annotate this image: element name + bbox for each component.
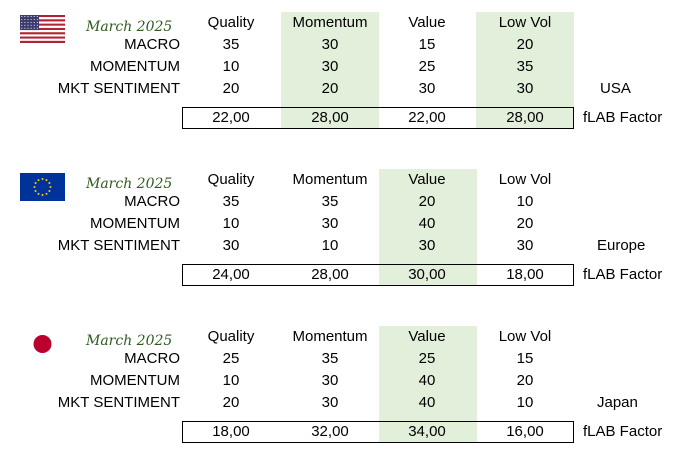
row-label: MOMENTUM	[90, 215, 180, 232]
table-cell: 35	[321, 193, 339, 210]
column-header: Quality	[207, 14, 255, 31]
column-header: Value	[408, 328, 446, 345]
region-label: Europe	[597, 237, 646, 254]
total-cell: 30,00	[408, 266, 446, 283]
total-cell: 18,00	[506, 266, 544, 283]
total-cell: 34,00	[408, 423, 446, 440]
highlight-column-momentum	[281, 12, 379, 129]
table-cell: 30	[516, 80, 534, 97]
highlight-column-low-vol	[476, 12, 574, 129]
total-cell: 22,00	[212, 109, 250, 126]
column-header: Low Vol	[498, 14, 552, 31]
total-label: fLAB Factor	[583, 266, 663, 283]
column-header: Quality	[207, 171, 255, 188]
table-cell: 40	[418, 394, 436, 411]
period-label: March 2025	[86, 176, 173, 192]
eu-flag-icon	[20, 173, 65, 201]
period-label: March 2025	[86, 333, 173, 349]
table-europe: March 2025 Quality Momentum Value Low Vol MAC…	[0, 169, 681, 309]
row-label: MACRO	[124, 36, 180, 53]
table-cell: 15	[516, 350, 534, 367]
table-cell: 20	[222, 80, 240, 97]
column-header: Quality	[207, 328, 255, 345]
table-cell: 10	[222, 215, 240, 232]
table-cell: 30	[222, 237, 240, 254]
total-row-box	[182, 264, 574, 286]
column-header: Momentum	[292, 171, 368, 188]
table-cell: 35	[516, 58, 534, 75]
column-header: Value	[408, 14, 446, 31]
table-cell: 30	[321, 394, 339, 411]
usa-flag-icon	[20, 15, 65, 43]
total-cell: 32,00	[311, 423, 349, 440]
table-cell: 30	[321, 372, 339, 389]
total-cell: 16,00	[506, 423, 544, 440]
japan-flag-icon	[20, 330, 65, 358]
column-header: Momentum	[292, 328, 368, 345]
total-cell: 28,00	[311, 266, 349, 283]
column-header: Momentum	[292, 14, 368, 31]
total-cell: 24,00	[212, 266, 250, 283]
table-cell: 30	[321, 58, 339, 75]
row-label: MACRO	[124, 350, 180, 367]
table-cell: 20	[516, 215, 534, 232]
region-label: USA	[600, 80, 631, 97]
row-label: MKT SENTIMENT	[57, 394, 180, 411]
table-cell: 20	[516, 36, 534, 53]
column-header: Low Vol	[498, 171, 552, 188]
region-label: Japan	[597, 394, 638, 411]
table-cell: 35	[321, 350, 339, 367]
row-label: MKT SENTIMENT	[57, 237, 180, 254]
table-cell: 30	[516, 237, 534, 254]
table-cell: 20	[418, 193, 436, 210]
highlight-column-value	[379, 326, 477, 443]
table-cell: 25	[418, 350, 436, 367]
table-cell: 10	[321, 237, 339, 254]
table-cell: 30	[418, 237, 436, 254]
table-cell: 25	[222, 350, 240, 367]
table-cell: 10	[222, 58, 240, 75]
row-label: MOMENTUM	[90, 58, 180, 75]
table-cell: 40	[418, 215, 436, 232]
table-usa: March 2025 Quality Momentum Value Low Vol MAC…	[0, 12, 681, 152]
total-label: fLAB Factor	[583, 423, 663, 440]
table-cell: 10	[222, 372, 240, 389]
row-label: MACRO	[124, 193, 180, 210]
total-label: fLAB Factor	[583, 109, 663, 126]
table-cell: 35	[222, 193, 240, 210]
table-cell: 20	[222, 394, 240, 411]
table-cell: 35	[222, 36, 240, 53]
total-cell: 28,00	[506, 109, 544, 126]
total-cell: 18,00	[212, 423, 250, 440]
table-cell: 20	[516, 372, 534, 389]
period-label: March 2025	[86, 19, 173, 35]
row-label: MKT SENTIMENT	[57, 80, 180, 97]
column-header: Value	[408, 171, 446, 188]
total-cell: 22,00	[408, 109, 446, 126]
total-row-box	[182, 421, 574, 443]
table-cell: 30	[418, 80, 436, 97]
table-cell: 30	[321, 36, 339, 53]
table-cell: 30	[321, 215, 339, 232]
table-cell: 10	[516, 394, 534, 411]
table-cell: 25	[418, 58, 436, 75]
total-cell: 28,00	[311, 109, 349, 126]
highlight-column-value	[379, 169, 477, 286]
table-cell: 10	[516, 193, 534, 210]
table-cell: 40	[418, 372, 436, 389]
column-header: Low Vol	[498, 328, 552, 345]
table-cell: 15	[418, 36, 436, 53]
total-row-box	[182, 107, 574, 129]
table-japan: March 2025 Quality Momentum Value Low Vol MAC…	[0, 326, 681, 466]
row-label: MOMENTUM	[90, 372, 180, 389]
table-cell: 20	[321, 80, 339, 97]
